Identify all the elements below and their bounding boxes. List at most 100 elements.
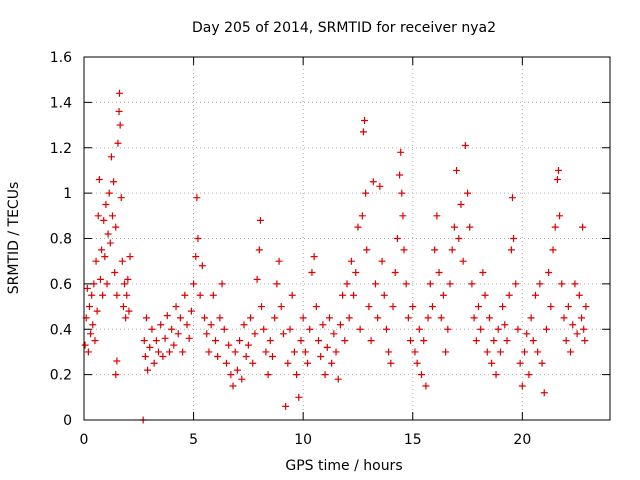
data-point: [161, 334, 169, 342]
data-point: [455, 235, 463, 242]
axis-ticks: 0 5 10 15 20 0 0.2 0.4 0.6 0.8 1 1.2 1.4 1.6: [50, 50, 610, 448]
data-point: [106, 239, 114, 247]
data-point: [233, 366, 241, 374]
data-point: [343, 280, 351, 288]
data-point: [196, 291, 204, 299]
data-point: [312, 303, 320, 311]
data-point: [88, 291, 96, 299]
data-point: [387, 359, 395, 367]
data-point: [492, 371, 500, 379]
data-point: [428, 303, 436, 311]
data-point: [203, 330, 211, 338]
data-point: [116, 121, 124, 129]
data-point: [85, 303, 93, 311]
data-point: [152, 337, 160, 345]
data-point: [113, 357, 121, 365]
data-point: [446, 280, 454, 288]
data-point: [238, 375, 246, 383]
data-point: [418, 371, 426, 379]
data-point: [193, 194, 201, 202]
data-point: [89, 321, 97, 329]
data-points: [81, 89, 590, 424]
data-point: [268, 352, 276, 360]
data-point: [244, 341, 252, 349]
data-point: [168, 325, 176, 333]
data-point: [87, 330, 95, 338]
data-point: [98, 246, 106, 254]
data-point: [194, 235, 202, 242]
data-point: [581, 337, 589, 345]
data-point: [389, 303, 397, 311]
data-point: [536, 280, 544, 288]
data-point: [459, 257, 467, 265]
data-point: [380, 291, 388, 299]
data-point: [490, 337, 498, 345]
data-point: [299, 314, 307, 322]
data-point: [328, 359, 336, 367]
data-point: [222, 359, 230, 367]
data-point: [402, 280, 410, 288]
data-point: [121, 280, 129, 288]
data-point: [356, 325, 364, 333]
data-point: [558, 280, 566, 288]
data-point: [258, 303, 266, 311]
data-point: [159, 352, 167, 360]
data-point: [306, 325, 314, 333]
data-point: [448, 246, 456, 254]
grid-lines: [84, 57, 610, 420]
data-point: [103, 280, 111, 288]
data-point: [382, 325, 390, 333]
x-tick-label: 20: [513, 432, 531, 448]
data-point: [538, 359, 546, 367]
y-axis-title: SRMTID / TECUs: [6, 182, 22, 295]
y-tick-label: 0: [63, 413, 72, 429]
data-point: [91, 337, 99, 345]
data-point: [315, 337, 323, 345]
data-point: [431, 246, 439, 254]
data-point: [472, 337, 480, 345]
data-point: [564, 303, 572, 311]
data-point: [466, 223, 474, 231]
data-point: [102, 200, 110, 208]
data-point: [112, 371, 120, 379]
data-point: [124, 275, 132, 283]
data-point: [508, 194, 516, 202]
data-point: [540, 389, 548, 397]
data-point: [99, 291, 107, 299]
data-point: [512, 280, 520, 288]
data-point: [339, 291, 347, 299]
data-point: [92, 257, 100, 265]
data-point: [365, 303, 373, 311]
data-point: [116, 89, 124, 97]
data-point: [100, 216, 108, 224]
data-point: [229, 382, 237, 390]
data-point: [317, 352, 325, 360]
data-point: [273, 280, 281, 288]
data-point: [398, 189, 406, 197]
data-point: [185, 334, 193, 342]
data-point: [409, 303, 417, 311]
data-point: [503, 337, 511, 345]
data-point: [126, 253, 134, 261]
y-tick-label: 1: [63, 186, 72, 202]
data-point: [107, 153, 115, 161]
data-point: [220, 325, 228, 333]
data-point: [362, 189, 370, 197]
data-point: [284, 359, 292, 367]
data-point: [551, 223, 559, 231]
data-point: [277, 303, 285, 311]
data-point: [165, 348, 173, 356]
data-point: [507, 246, 515, 254]
data-point: [323, 343, 331, 351]
data-point: [479, 269, 487, 277]
data-point: [119, 303, 127, 311]
y-tick-label: 1.4: [50, 95, 72, 111]
y-tick-label: 1.2: [50, 141, 72, 157]
data-point: [275, 257, 283, 265]
data-point: [253, 275, 261, 283]
data-point: [367, 337, 375, 345]
data-point: [330, 330, 338, 338]
data-point: [93, 307, 101, 315]
data-point: [385, 348, 393, 356]
y-tick-label: 0.4: [50, 322, 72, 338]
